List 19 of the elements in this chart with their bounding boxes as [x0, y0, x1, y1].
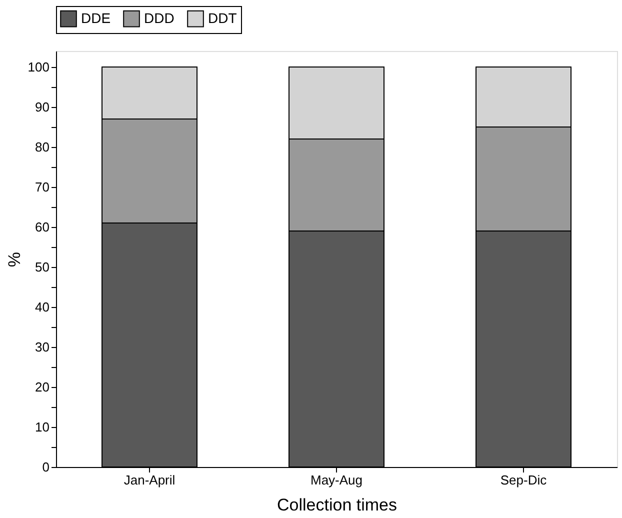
x-tick-label: May-Aug: [310, 472, 363, 488]
y-tick-label: 100: [28, 60, 50, 74]
y-tick-label: 80: [35, 140, 50, 154]
y-tick-label: 50: [35, 260, 50, 274]
legend-label: DDT: [208, 10, 238, 26]
y-tick-label: 90: [35, 100, 50, 114]
y-tick-label: 10: [35, 420, 50, 434]
y-tick-label: 70: [35, 180, 50, 194]
x-axis-title: Collection times: [277, 496, 397, 514]
y-tick-label: 20: [35, 380, 50, 394]
y-axis-title: %: [4, 252, 24, 268]
y-tick-label: 40: [35, 300, 50, 314]
y-tick-label: 30: [35, 340, 50, 354]
x-tick-label: Jan-April: [124, 472, 176, 488]
legend-label: DDD: [144, 10, 174, 26]
legend-label: DDE: [81, 10, 111, 26]
y-tick-label: 60: [35, 220, 50, 234]
x-tick-label: Sep-Dic: [500, 472, 548, 488]
y-tick-label: 0: [42, 460, 50, 474]
